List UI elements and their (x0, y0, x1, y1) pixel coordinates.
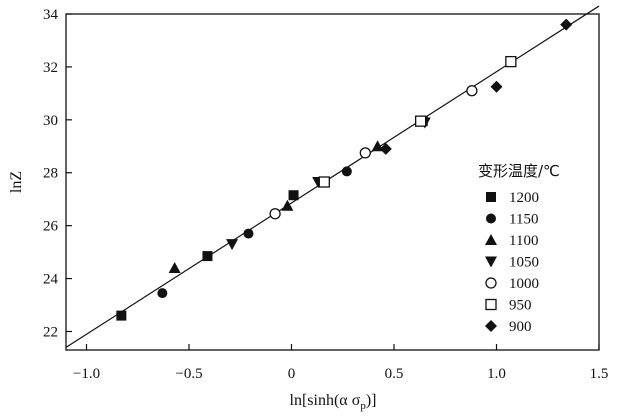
x-tick-label: 0.5 (385, 366, 404, 382)
plot-frame (65, 13, 600, 351)
data-point-1000 (359, 147, 371, 159)
data-point-950 (505, 55, 517, 68)
y-tick-label: 34 (43, 7, 59, 23)
legend-label-950: 950 (509, 298, 532, 314)
data-point-1200 (288, 190, 299, 201)
legend-marker-1100 (485, 234, 497, 245)
legend-marker-1200 (486, 192, 496, 202)
y-tick-label: 28 (43, 166, 58, 182)
legend-label-1200: 1200 (509, 190, 539, 206)
legend-label-1150: 1150 (509, 212, 538, 228)
x-tick-label: 1.5 (590, 366, 609, 382)
data-markers (116, 18, 573, 321)
legend-marker-950 (485, 298, 497, 311)
legend-label-900: 900 (509, 319, 532, 335)
data-point-1100 (168, 261, 181, 273)
data-point-1200 (116, 310, 127, 321)
y-tick-label: 30 (43, 113, 58, 129)
data-point-900 (379, 142, 392, 155)
y-axis-label: lnZ (8, 171, 25, 193)
y-tick-label: 22 (43, 324, 58, 340)
legend-marker-1050 (485, 256, 497, 268)
data-point-900 (490, 80, 503, 93)
data-point-1000 (269, 208, 281, 220)
x-tick-label: −0.5 (175, 366, 202, 382)
legend-label-1050: 1050 (509, 255, 539, 271)
x-axis-label-end: )] (366, 392, 377, 409)
y-tick-label: 24 (43, 272, 59, 288)
data-point-1200 (202, 251, 213, 262)
x-axis-label-subscript: p (360, 400, 366, 412)
y-axis-ticks: 22 24 26 28 30 32 34 (43, 7, 72, 340)
legend-label-1000: 1000 (509, 276, 539, 292)
y-tick-label: 32 (43, 60, 58, 76)
legend-label-1100: 1100 (509, 233, 538, 249)
data-point-1050 (226, 239, 239, 251)
x-tick-label: 0 (288, 366, 296, 382)
x-axis-label: ln[sinh(α σp)] (290, 392, 377, 412)
legend-marker-1000 (485, 277, 497, 289)
data-point-1000 (466, 85, 478, 97)
legend: 1200 1150 1100 1050 1000 950 900 (485, 190, 539, 335)
data-point-1100 (281, 199, 294, 211)
data-point-950 (318, 176, 330, 188)
y-tick-label: 26 (43, 219, 59, 235)
legend-title: 变形温度/℃ (478, 162, 560, 180)
x-tick-label: 1.0 (487, 366, 506, 382)
data-point-950 (414, 115, 427, 127)
data-point-900 (560, 18, 573, 31)
data-point-1150 (157, 288, 168, 299)
data-point-1150 (341, 166, 352, 177)
legend-marker-1150 (486, 213, 496, 224)
x-tick-label: −1.0 (73, 366, 100, 382)
data-point-1150 (243, 228, 254, 239)
x-axis-ticks: −1.0 −0.5 0 0.5 1.0 1.5 (73, 344, 608, 382)
legend-marker-900 (485, 320, 497, 332)
